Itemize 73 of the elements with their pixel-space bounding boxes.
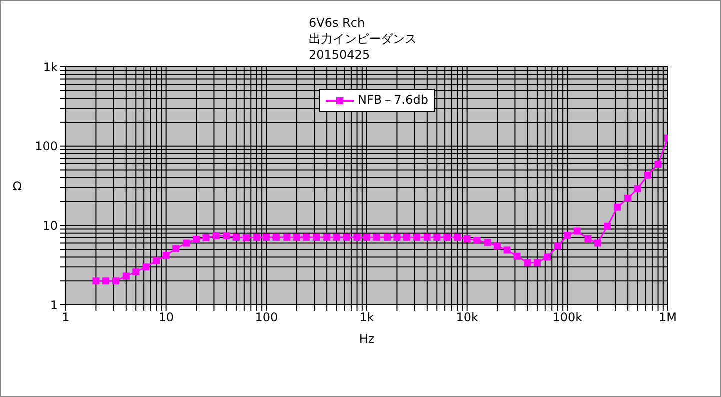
point	[364, 234, 370, 241]
point	[474, 237, 481, 244]
point	[614, 204, 622, 211]
point	[333, 234, 340, 241]
point	[153, 257, 160, 264]
point	[303, 234, 310, 241]
point	[484, 239, 492, 246]
point	[373, 234, 380, 241]
point	[112, 278, 120, 285]
point	[142, 264, 150, 271]
x-tick-label: 1	[62, 310, 70, 325]
x-tick-label: 100k	[552, 310, 583, 325]
point	[444, 234, 451, 241]
point	[454, 234, 462, 241]
point	[272, 234, 280, 241]
point	[172, 245, 180, 252]
chart-title: 6V6s Rch	[309, 15, 366, 31]
point	[284, 234, 291, 241]
point	[534, 259, 541, 266]
chart-subtitle: 出力インピーダンス 20150425	[309, 31, 417, 63]
point	[132, 268, 140, 276]
point	[564, 232, 572, 240]
point	[634, 185, 642, 192]
point	[122, 272, 130, 280]
point	[162, 252, 170, 260]
point	[313, 234, 320, 241]
point	[343, 234, 350, 241]
point	[413, 234, 420, 241]
point	[324, 234, 331, 241]
point	[293, 234, 300, 241]
y-tick-label: 1	[50, 298, 58, 312]
point	[212, 232, 220, 240]
point	[253, 234, 260, 241]
point	[514, 252, 521, 260]
point	[654, 161, 662, 168]
point	[403, 234, 410, 241]
x-tick-label: 1M	[659, 310, 677, 325]
point	[644, 172, 652, 179]
point	[544, 254, 552, 261]
y-axis-title: Ω	[12, 179, 22, 194]
point	[424, 234, 431, 241]
point	[384, 234, 391, 241]
y-tick-label: 10	[42, 218, 58, 233]
x-tick-label: 1k	[360, 310, 374, 325]
x-tick-label: 10	[158, 310, 174, 325]
point	[263, 234, 270, 241]
point	[193, 236, 200, 243]
point	[464, 235, 471, 242]
point	[574, 228, 581, 235]
point	[584, 235, 592, 242]
point	[243, 234, 250, 242]
legend-label: NFB－7.6db	[358, 92, 428, 109]
point	[594, 240, 602, 247]
y-tick-label: 100	[35, 140, 58, 154]
point	[202, 234, 210, 242]
y-tick-label: 1k	[43, 60, 58, 74]
point	[434, 234, 441, 241]
point	[232, 234, 240, 241]
point	[354, 234, 361, 241]
point	[604, 222, 612, 230]
point	[554, 242, 562, 250]
point	[524, 259, 532, 266]
point	[102, 278, 110, 285]
x-axis-title: Hz	[359, 332, 375, 346]
point	[494, 242, 502, 250]
point	[183, 240, 190, 247]
x-tick-label: 100	[255, 310, 278, 325]
point	[92, 278, 100, 285]
point	[223, 232, 230, 240]
x-tick-label: 10k	[456, 310, 478, 325]
point	[624, 195, 632, 202]
point	[504, 246, 511, 254]
point	[394, 234, 401, 241]
